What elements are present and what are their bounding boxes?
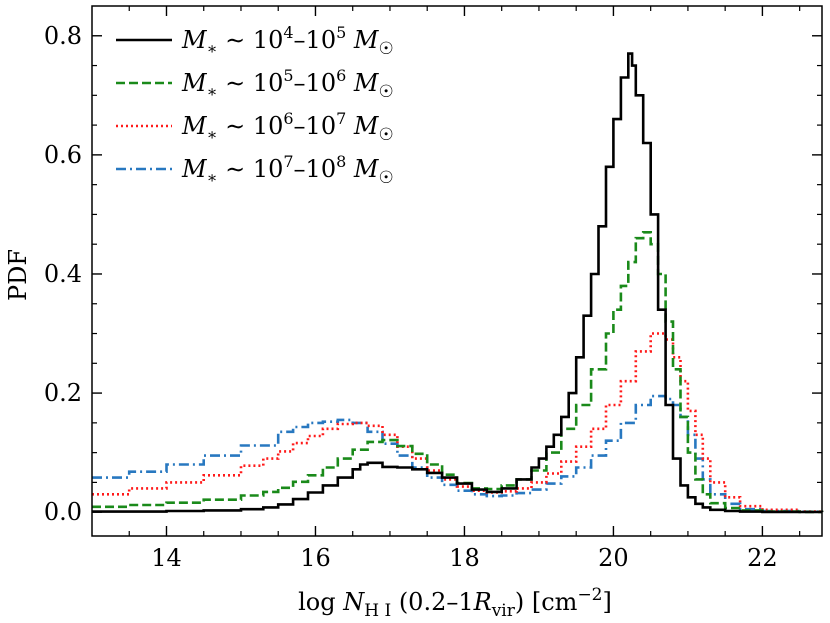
plot-series (92, 52, 824, 514)
series-line-4 (92, 394, 824, 513)
series-line-1 (92, 52, 824, 514)
y-tick-label: 0.4 (44, 260, 82, 288)
legend-item: M∗ ∼ 107–108 M☉ (116, 152, 394, 188)
x-axis-label-close: ] (603, 588, 612, 616)
plot-frame (91, 5, 823, 537)
legend-label: M∗ ∼ 106–107 M☉ (181, 109, 394, 145)
tick-labels: 14 16 18 20 22 0.0 0.2 0.4 0.6 0.8 (44, 22, 778, 572)
legend-label: M∗ ∼ 105–106 M☉ (181, 66, 394, 102)
y-tick-label: 0.0 (44, 498, 82, 526)
series-line-2 (92, 231, 824, 514)
x-axis-label-exp: −2 (577, 585, 602, 605)
y-axis-label: PDF (4, 249, 32, 301)
legend: M∗ ∼ 104–105 M☉ M∗ ∼ 105–106 M☉ M∗ ∼ 106–1… (116, 23, 394, 188)
x-axis-label-hi: H I (364, 601, 391, 621)
y-tick-label: 0.8 (44, 22, 82, 50)
x-axis-label: log NH I (0.2–1Rvir) [cm−2] (298, 585, 612, 621)
legend-item: M∗ ∼ 105–106 M☉ (116, 66, 394, 102)
x-axis-label-n: N (342, 588, 365, 616)
x-axis-label-range: (0.2–1 (391, 588, 473, 616)
y-tick-label: 0.2 (44, 379, 82, 407)
legend-item: M∗ ∼ 104–105 M☉ (116, 23, 394, 59)
x-tick-label: 16 (300, 544, 331, 572)
x-axis-label-vir: vir (491, 601, 516, 621)
axis-ticks (92, 6, 822, 536)
legend-label: M∗ ∼ 107–108 M☉ (181, 152, 394, 188)
x-tick-label: 18 (449, 544, 480, 572)
x-axis-label-unit: ) [cm (515, 588, 578, 616)
series-line-3 (92, 332, 824, 513)
legend-item: M∗ ∼ 106–107 M☉ (116, 109, 394, 145)
x-tick-label: 14 (151, 544, 182, 572)
x-tick-label: 20 (598, 544, 629, 572)
x-axis-label-log: log (298, 588, 343, 616)
legend-label: M∗ ∼ 104–105 M☉ (181, 23, 394, 59)
x-axis-label-r: R (473, 588, 492, 616)
y-tick-label: 0.6 (44, 141, 82, 169)
x-tick-label: 22 (747, 544, 778, 572)
